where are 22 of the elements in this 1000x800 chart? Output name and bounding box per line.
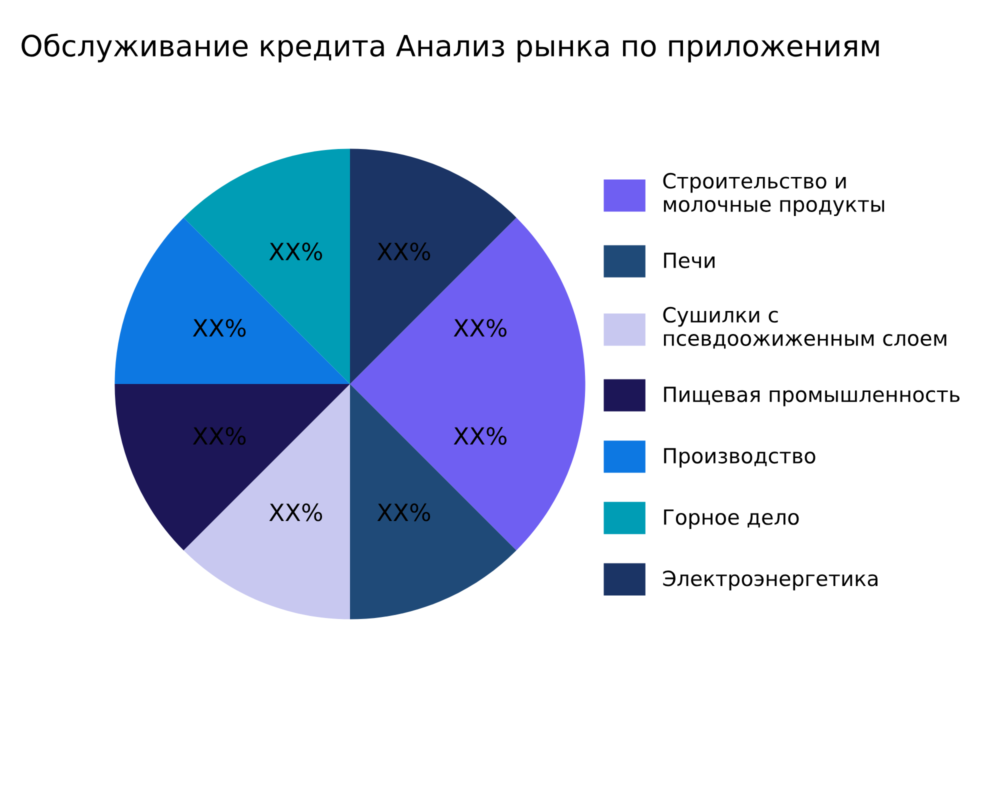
data-label: XX% — [454, 427, 507, 445]
data-label: XX% — [192, 318, 246, 337]
data-label: XX% — [377, 242, 430, 260]
data-label: XX% — [454, 318, 507, 337]
legend-label: Производство — [664, 448, 816, 468]
data-label: XX% — [269, 503, 322, 522]
legend-label: Горное дело — [664, 509, 799, 529]
pie-slice — [184, 384, 350, 620]
legend-label: Сушилки с псевдоожиженным слоем — [663, 306, 946, 349]
pie-slice — [350, 384, 516, 620]
legend-label: Электроэнергетика — [663, 570, 878, 590]
data-label: XX% — [192, 427, 246, 445]
pie-slice — [350, 148, 516, 384]
pie-slice — [114, 218, 350, 384]
chart-title: Обслуживание кредита Анализ рынка по приложениям — [22, 34, 879, 62]
pie-slice — [114, 384, 350, 550]
legend-label: Пищевая промышленность — [664, 386, 960, 406]
pie-slice — [184, 148, 350, 384]
data-label: XX% — [377, 503, 430, 522]
legend-label: Строительство и молочные продукты — [663, 172, 884, 216]
data-label: XX% — [269, 242, 322, 260]
legend-label: Печи — [664, 252, 715, 268]
